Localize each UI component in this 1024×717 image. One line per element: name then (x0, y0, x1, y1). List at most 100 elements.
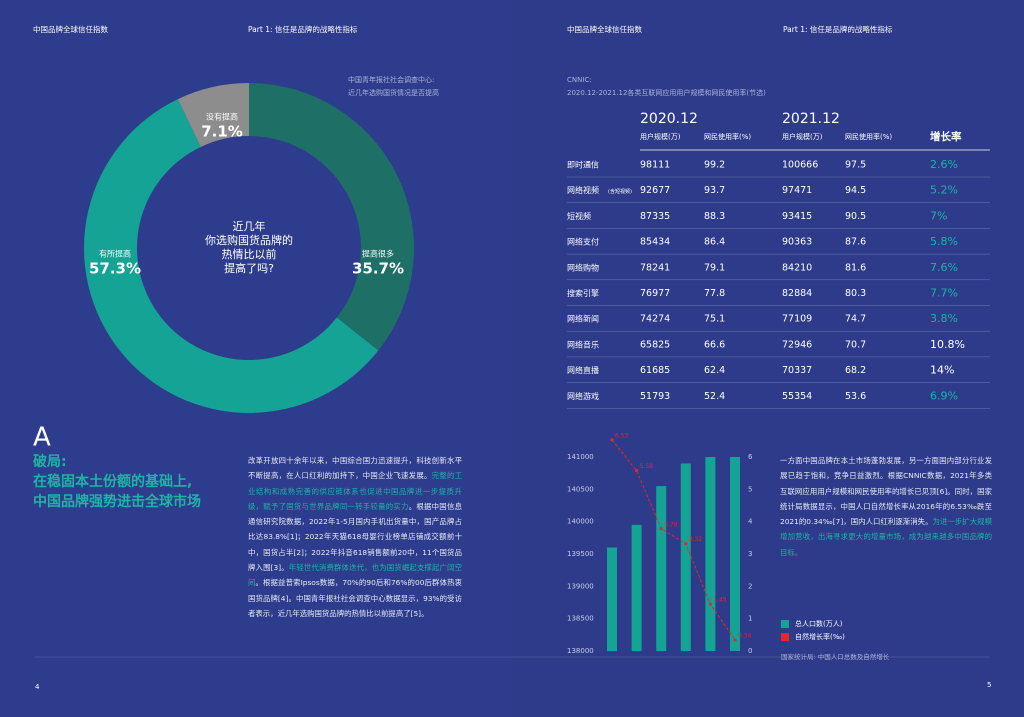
growth: 3.8% (930, 312, 958, 325)
line-point (684, 542, 688, 546)
cell: 97.5 (845, 160, 866, 171)
row-name: 网络支付 (567, 237, 599, 247)
cell: 74.7 (845, 314, 866, 325)
y2-tick-label: 3 (748, 550, 752, 558)
center-text: 你选购国货品牌的 (205, 233, 293, 247)
row-name: 即时通信 (567, 160, 599, 170)
row-name: 网络新闻 (567, 314, 599, 324)
center-text: 近几年 (233, 219, 266, 233)
line (611, 439, 736, 641)
center-text: 热情比以前 (222, 247, 277, 261)
y2-tick-label: 4 (748, 518, 753, 526)
point-label: 3.78 (664, 521, 678, 528)
point-label: 1.45 (713, 597, 727, 604)
growth: 5.8% (930, 235, 958, 248)
y2-tick-label: 6 (748, 453, 753, 461)
right-body: 一方面中国品牌在本土市场蓬勃发展，另一方面国内部分行业发展已趋于饱和，竞争日益激… (780, 453, 992, 560)
growth-header: 增长率 (930, 130, 962, 143)
row-name: 网络直播 (567, 365, 599, 375)
cell: 87335 (640, 211, 670, 222)
bar (680, 463, 691, 651)
cell: 80.3 (845, 288, 866, 299)
cell: 52.4 (704, 391, 725, 402)
cell: 62.4 (704, 365, 725, 376)
cell: 100666 (782, 160, 818, 171)
row-name: 网络游戏 (567, 391, 599, 401)
segment-label: 没有提高 (206, 112, 238, 122)
subheader: 网民使用率(%) (845, 132, 892, 141)
right-page (512, 0, 1024, 717)
header-part: Part 1: 信任是品牌的战略性指标 (248, 24, 358, 34)
cell: 66.6 (704, 339, 725, 350)
growth: 6.9% (930, 389, 958, 402)
period-header: 2020.12 (640, 111, 698, 127)
cell: 74274 (640, 314, 670, 325)
header-title: 中国品牌全球信任指数 (567, 24, 642, 34)
cell: 88.3 (704, 211, 725, 222)
bar (730, 457, 740, 651)
line-point (635, 468, 639, 473)
cell: 93.7 (704, 185, 725, 196)
cell: 85434 (640, 237, 670, 248)
legend-swatch (781, 633, 789, 641)
growth: 5.2% (930, 184, 958, 197)
row-name: 搜索引擎 (567, 288, 599, 298)
text: 。根据中国信息通信研究院数据，2022年1-5月国内手机出货量中，国产品牌占比达… (248, 501, 462, 573)
bar (705, 457, 716, 651)
y-tick-label: 139000 (567, 582, 594, 590)
page-number: 4 (35, 683, 40, 691)
text: 改革开放四十余年以来，中国综合国力迅速提升，科技创新水平不断提高，在人口红利的加… (248, 456, 462, 481)
row-name: 网络视频 (567, 185, 599, 195)
heading-line: 在稳固本土份额的基础上, (33, 474, 193, 490)
highlight: 为进一步扩大规模增加营收，出海寻求更大的增量市场，成为越来越多中国品牌的目标。 (780, 517, 992, 557)
bar (656, 486, 667, 651)
subheader: 用户规模(万) (640, 132, 681, 141)
growth: 7% (930, 209, 947, 222)
growth: 7.7% (930, 287, 958, 300)
subheader: 网民使用率(%) (704, 132, 751, 141)
cell: 76977 (640, 288, 670, 299)
segment-value: 57.3% (89, 260, 141, 278)
y2-tick-label: 2 (748, 582, 752, 590)
period-header: 2021.12 (782, 111, 840, 127)
chart-source: 国家统计局: 中国人口总数及自然增长 (781, 652, 890, 661)
cell: 84210 (782, 262, 812, 273)
cell: 53.6 (845, 391, 866, 402)
header-part: Part 1: 信任是品牌的战略性指标 (783, 24, 893, 34)
cell: 94.5 (845, 185, 866, 196)
row-name: 短视频 (567, 211, 591, 221)
line-point (659, 527, 663, 531)
y-tick-label: 140500 (567, 485, 594, 493)
cell: 55354 (782, 391, 812, 402)
row-name: 网络购物 (567, 262, 599, 272)
section-letter: A (33, 423, 51, 453)
y-tick-label: 138000 (567, 647, 594, 655)
cell: 70.7 (845, 339, 866, 350)
y2-tick-label: 1 (748, 615, 752, 623)
cell: 87.6 (845, 237, 866, 248)
cell: 93415 (782, 211, 812, 222)
y-tick-label: 140000 (567, 518, 594, 526)
legend-label: 总人口数(万人) (795, 619, 843, 628)
line-point (708, 602, 713, 606)
text: 。根据益普索Ipsos数据，70%的90后和76%的00后群体热衷国货品牌[4]… (248, 578, 462, 618)
segment-label: 有所提高 (99, 249, 131, 259)
heading-line: 中国品牌强势进击全球市场 (33, 494, 201, 510)
cell: 51793 (640, 391, 670, 402)
cell: 78241 (640, 262, 670, 273)
point-label: 0.34 (738, 633, 752, 640)
growth: 7.6% (930, 261, 958, 274)
highlight: 年轻世代消费群体迭代，也为国货崛起支撑起广阔空间 (248, 563, 462, 588)
heading-line: 破局: (33, 454, 67, 470)
cell: 86.4 (704, 237, 725, 248)
line-point (610, 438, 614, 442)
chart-source: 中国青年报社社会调查中心: (348, 75, 434, 84)
cell: 68.2 (845, 365, 866, 376)
cell: 90363 (782, 237, 812, 248)
y2-tick-label: 5 (748, 485, 752, 493)
table-source: 2020.12-2021.12各类互联网应用用户规模和网民使用率(节选) (567, 88, 766, 97)
cell: 92677 (640, 185, 670, 196)
text: 一方面中国品牌在本土市场蓬勃发展，另一方面国内部分行业发展已趋于饱和，竞争日益激… (780, 456, 992, 527)
